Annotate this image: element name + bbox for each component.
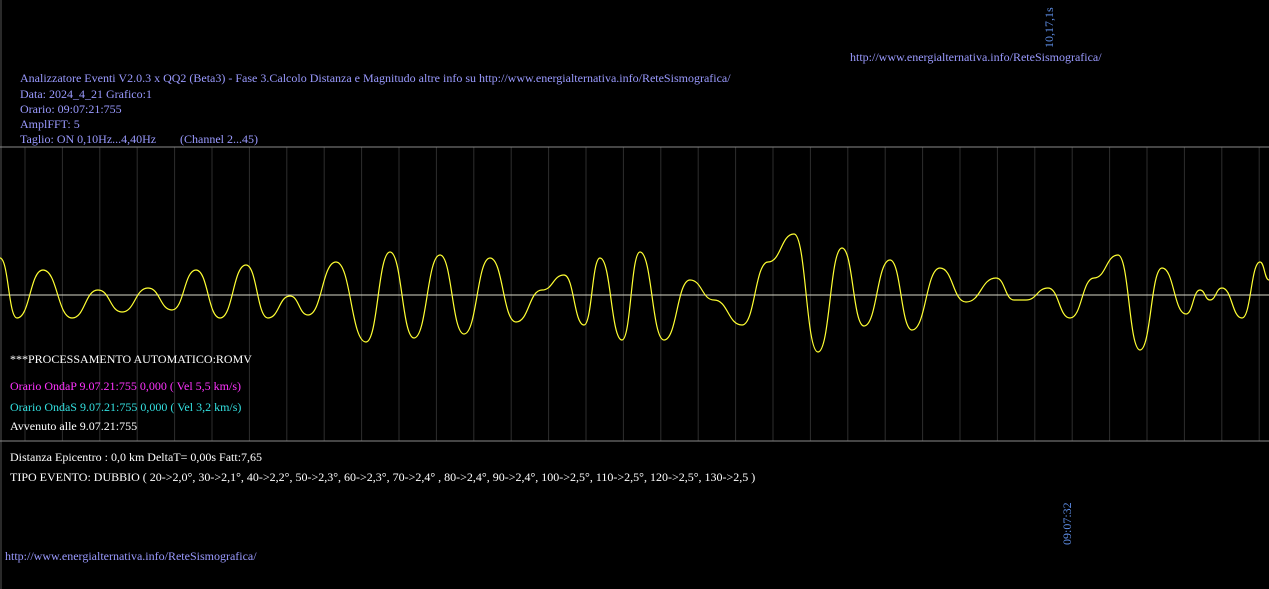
bottom-marker: 09:07:32 (1060, 502, 1074, 545)
header-cut: Taglio: ON 0,10Hz...4,40Hz (20, 132, 156, 146)
header-time: Orario: 09:07:21:755 (20, 102, 122, 116)
bottom-link[interactable]: http://www.energialternativa.info/ReteSi… (5, 549, 257, 563)
top-link[interactable]: http://www.energialternativa.info/ReteSi… (850, 50, 1102, 64)
wave-s: Orario OndaS 9.07.21:755 0,000 ( Vel 3,2… (10, 400, 241, 414)
top-marker: 10,17,1s (1042, 7, 1056, 48)
header-ampl: AmplFFT: 5 (20, 117, 80, 131)
occurred: Avvenuto alle 9.07.21:755 (10, 419, 137, 433)
distance: Distanza Epicentro : 0,0 km DeltaT= 0,00… (10, 450, 262, 464)
header-title: Analizzatore Eventi V2.0.3 x QQ2 (Beta3)… (20, 71, 731, 85)
event-type: TIPO EVENTO: DUBBIO ( 20->2,0°, 30->2,1°… (10, 470, 755, 484)
grid (24, 147, 1260, 441)
processing-title: ***PROCESSAMENTO AUTOMATICO:ROMV (10, 352, 252, 366)
waveform (0, 233, 1269, 353)
header-channel: (Channel 2...45) (180, 132, 258, 146)
header-date: Data: 2024_4_21 Grafico:1 (20, 87, 152, 101)
wave-p: Orario OndaP 9.07.21:755 0,000 ( Vel 5,5… (10, 379, 241, 393)
